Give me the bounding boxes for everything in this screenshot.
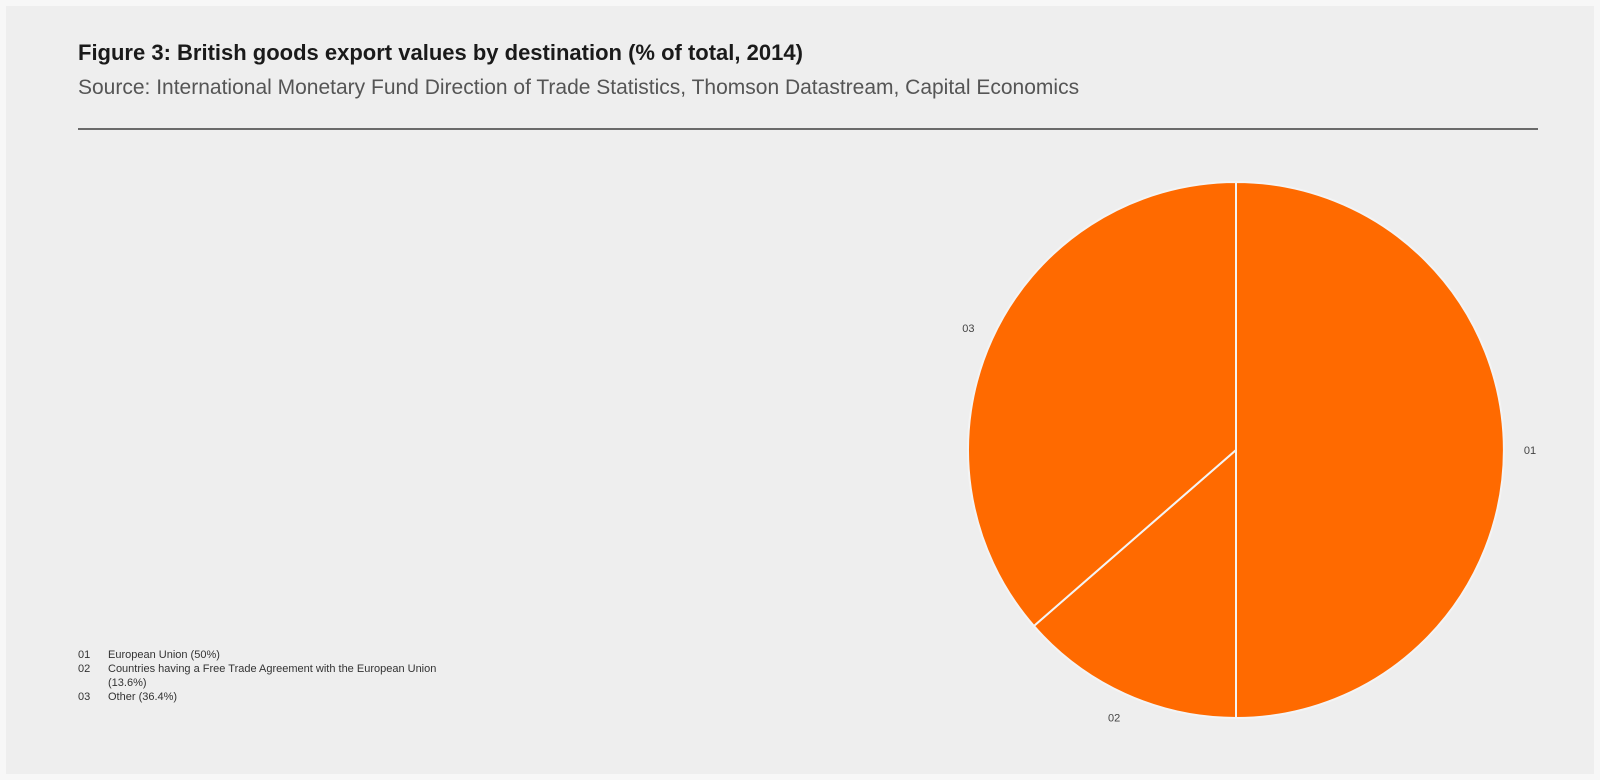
legend-item-03: 03 Other (36.4%) [78, 690, 438, 704]
legend-number: 03 [78, 691, 91, 703]
divider [78, 128, 1538, 130]
chart-title: Figure 3: British goods export values by… [78, 40, 803, 65]
chart-source: Source: International Monetary Fund Dire… [78, 76, 1080, 99]
legend-label: Other (36.4%) [108, 691, 178, 703]
slice-label-01: 01 [1524, 445, 1536, 457]
legend-item-01: 01 European Union (50%) [78, 648, 438, 662]
legend-item-02: 02 Countries having a Free Trade Agreeme… [78, 662, 438, 690]
legend-label: Countries having a Free Trade Agreement … [108, 663, 437, 689]
pie-slice-03 [967, 180, 1237, 628]
legend-number: 02 [78, 663, 91, 675]
legend-label: European Union (50%) [108, 649, 220, 661]
pie-slice-02 [1032, 447, 1237, 720]
legend-number: 01 [78, 649, 91, 661]
slice-label-03: 03 [962, 323, 974, 335]
legend: 01 European Union (50%) 02 Countries hav… [78, 648, 438, 704]
slice-label-02: 02 [1108, 713, 1120, 725]
pie-slice-01 [1235, 180, 1505, 720]
